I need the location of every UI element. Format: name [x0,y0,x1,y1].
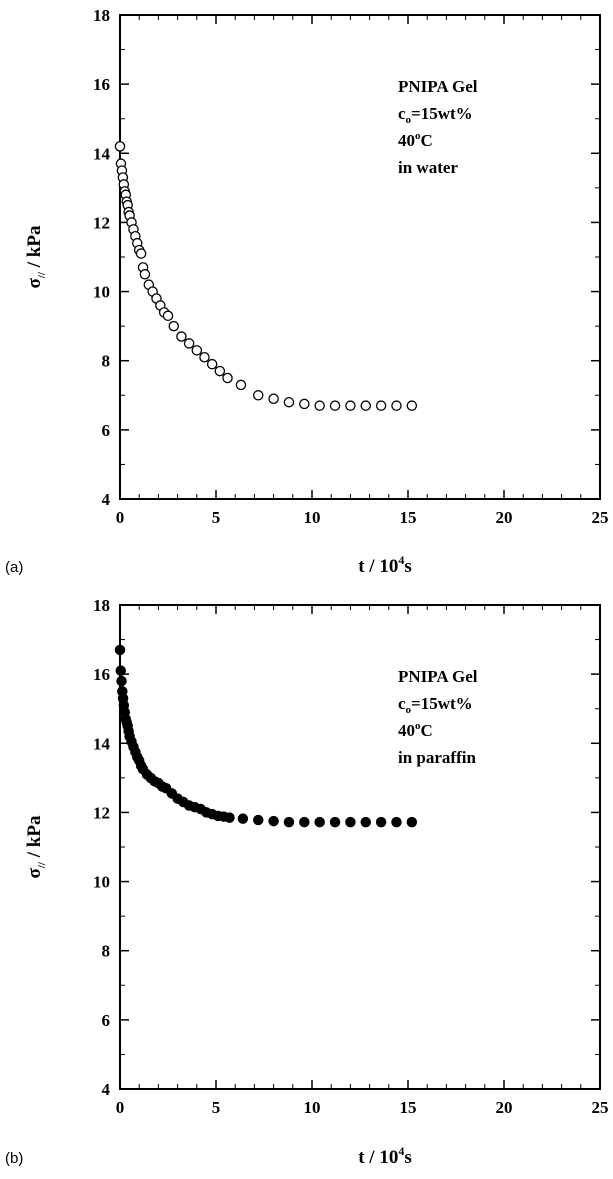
data-point [224,812,235,823]
y-tick-label: 8 [102,352,111,371]
x-tick-label: 20 [496,1098,513,1117]
chart-panel-a: 0 5 10 15 20 25 4 6 8 10 12 14 16 18 t / 104s σ// / kPa… [5,6,609,577]
data-point [191,345,203,356]
plot-frame [119,604,601,1090]
x-tick-label: 10 [304,1098,321,1117]
data-point [206,358,218,370]
data-point [115,665,127,676]
annotation-line: PNIPA Gel [398,77,478,96]
data-point [406,816,418,828]
annotation-line: PNIPA Gel [398,667,478,686]
y-tick-label: 10 [93,873,110,892]
data-point [375,400,387,411]
x-axis-label: t / 104s [358,1144,412,1168]
y-tick-label: 6 [102,1011,111,1030]
y-tick-label: 18 [93,6,110,25]
data-point [360,816,372,828]
y-axis-label: σ// / kPa [24,815,48,878]
y-tick-label: 18 [93,596,110,615]
annotation-line: co=15wt% [398,104,473,126]
x-tick-label: 5 [212,508,221,527]
data-point [329,400,341,411]
data-point [214,365,226,377]
data-point [360,400,372,411]
x-tick-label: 15 [400,1098,417,1117]
y-tick-label: 14 [93,734,111,753]
y-tick-label: 8 [102,942,111,961]
data-point [345,400,356,411]
x-axis-label: t / 104s [358,553,412,577]
data-point [116,675,127,687]
x-tick-label: 0 [116,1098,125,1117]
data-point [268,393,279,404]
data-point [314,816,325,828]
x-tick-label: 15 [400,508,417,527]
data-point [314,400,325,411]
data-point [329,816,341,828]
x-tick-label: 0 [116,508,125,527]
panel-label: (a) [5,559,23,576]
y-tick-label: 10 [93,283,110,302]
data-point [135,248,147,259]
data-point [222,372,233,384]
x-tick-label: 5 [212,1098,221,1117]
plot-frame [119,14,601,500]
annotation-line: co=15wt% [398,694,473,716]
data-point [252,390,264,401]
annotation-line: 40oC [398,130,433,150]
data-point [268,815,279,827]
annotation-line: in water [398,158,458,177]
data-point [375,816,387,828]
data-point [237,813,249,824]
x-tick-label: 20 [496,508,513,527]
data-point [176,331,187,342]
y-tick-label: 6 [102,421,111,440]
y-axis-label: σ// / kPa [24,225,48,288]
data-point [391,400,402,411]
data-point [283,816,295,828]
data-point [391,816,402,828]
y-tick-label: 16 [93,75,110,94]
x-tick-label: 10 [304,508,321,527]
y-tick-label: 16 [93,665,110,684]
data-point [168,320,180,332]
data-point [235,379,247,391]
data-point [299,816,310,828]
data-point [183,338,195,349]
data-point [283,396,295,408]
data-point [252,814,264,826]
data-point [345,816,356,828]
data-point [114,644,126,656]
y-tick-label: 12 [93,213,110,232]
panel-label: (b) [5,1150,23,1167]
y-tick-label: 4 [102,490,111,509]
data-point [114,141,126,152]
y-tick-label: 14 [93,144,111,163]
y-tick-label: 12 [93,803,110,822]
x-tick-label: 25 [592,508,609,527]
data-point [162,310,174,322]
annotation-line: 40oC [398,720,433,740]
y-tick-label: 4 [102,1080,111,1099]
data-point [139,269,151,280]
chart-panel-b: 0 5 10 15 20 25 4 6 8 10 12 14 16 18 t / 104s σ// / kPa… [5,596,609,1168]
data-point [299,398,310,410]
data-point [406,400,418,411]
x-tick-label: 25 [592,1098,609,1117]
data-point [199,352,210,363]
annotation-line: in paraffin [398,748,476,767]
